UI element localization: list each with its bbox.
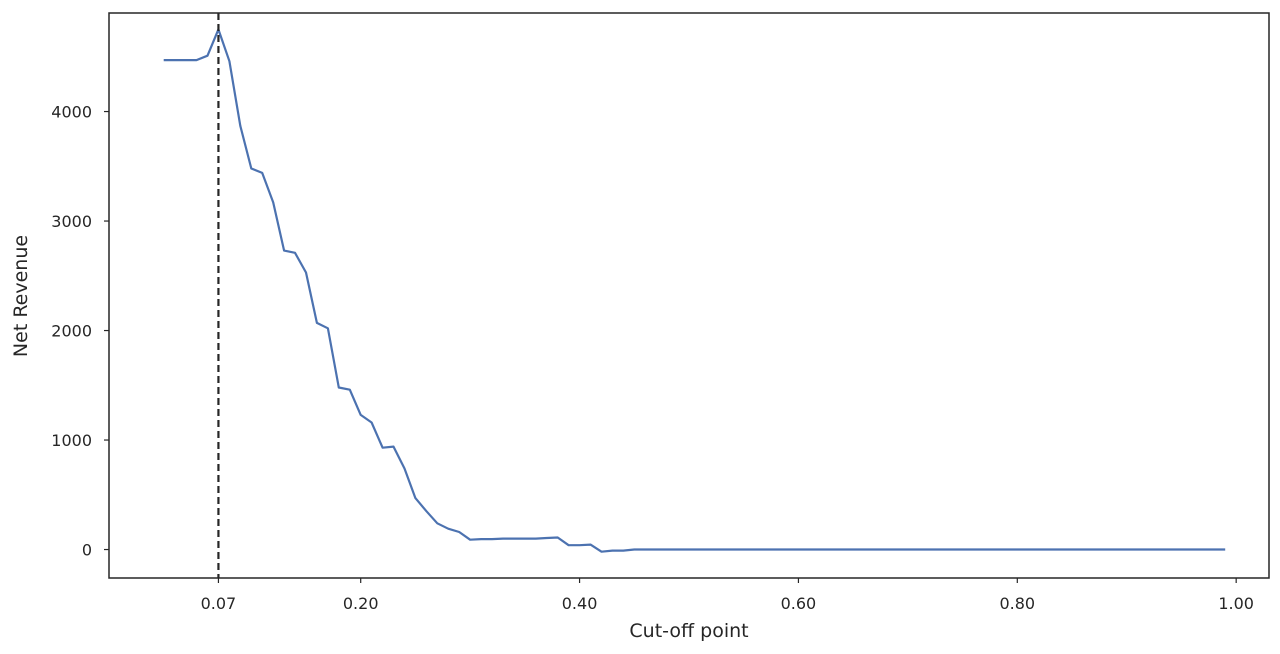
x-tick-label: 0.40 [562, 594, 598, 613]
plot-frame [108, 12, 1270, 579]
y-tick-label: 3000 [51, 212, 92, 231]
y-tick-label: 2000 [51, 322, 92, 341]
y-axis-title: Net Revenue [10, 235, 32, 357]
x-tick-label: 1.00 [1218, 594, 1254, 613]
x-axis-ticks: 0.07 0.20 0.40 0.60 0.80 1.00 [201, 578, 1254, 613]
y-tick-label: 0 [82, 541, 92, 560]
y-tick-label: 1000 [51, 431, 92, 450]
x-tick-label: 0.80 [999, 594, 1035, 613]
x-tick-label: 0.60 [781, 594, 817, 613]
x-tick-label: 0.20 [343, 594, 379, 613]
series-layer [163, 28, 1226, 553]
x-axis-title: Cut-off point [629, 620, 748, 642]
y-tick-label: 4000 [51, 103, 92, 122]
x-tick-label: 0.07 [201, 594, 237, 613]
net-revenue-line [163, 28, 1226, 553]
y-axis-ticks: 0 1000 2000 3000 4000 [51, 103, 109, 560]
